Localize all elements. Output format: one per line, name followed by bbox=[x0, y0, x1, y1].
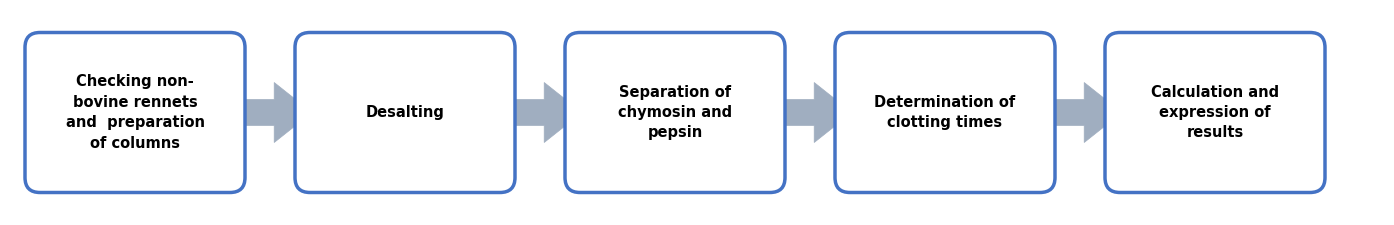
FancyBboxPatch shape bbox=[565, 32, 785, 193]
FancyBboxPatch shape bbox=[25, 32, 245, 193]
FancyBboxPatch shape bbox=[296, 32, 514, 193]
Text: Separation of
chymosin and
pepsin: Separation of chymosin and pepsin bbox=[618, 85, 732, 140]
Polygon shape bbox=[498, 83, 583, 142]
FancyBboxPatch shape bbox=[1105, 32, 1326, 193]
FancyBboxPatch shape bbox=[835, 32, 1055, 193]
Text: Desalting: Desalting bbox=[365, 105, 445, 120]
Polygon shape bbox=[768, 83, 852, 142]
Polygon shape bbox=[1039, 83, 1122, 142]
Text: Calculation and
expression of
results: Calculation and expression of results bbox=[1151, 85, 1280, 140]
Text: Determination of
clotting times: Determination of clotting times bbox=[874, 95, 1016, 130]
Polygon shape bbox=[229, 83, 312, 142]
Text: Checking non-
bovine rennets
and  preparation
of columns: Checking non- bovine rennets and prepara… bbox=[66, 74, 205, 151]
